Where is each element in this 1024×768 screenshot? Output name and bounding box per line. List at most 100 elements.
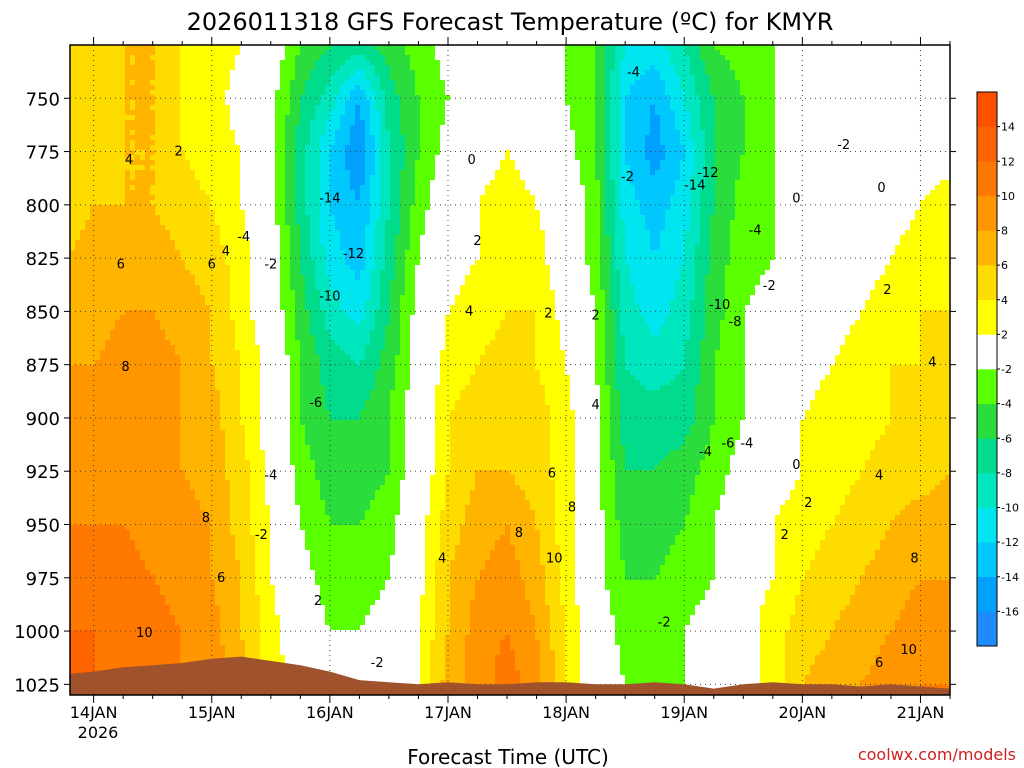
temperature-cell — [380, 365, 396, 371]
temperature-cell — [310, 235, 321, 241]
temperature-cell — [465, 385, 546, 391]
temperature-cell — [560, 590, 576, 596]
temperature-cell — [125, 90, 151, 96]
temperature-cell — [70, 600, 166, 606]
temperature-cell — [700, 200, 716, 206]
temperature-cell — [255, 320, 286, 326]
temperature-cell — [380, 110, 386, 116]
temperature-cell — [775, 100, 950, 106]
temperature-cell — [435, 600, 451, 606]
temperature-cell — [265, 490, 296, 496]
temperature-cell — [740, 160, 776, 166]
temperature-cell — [385, 95, 401, 101]
temperature-cell — [715, 370, 746, 376]
temperature-cell — [205, 300, 231, 306]
temperature-cell — [660, 325, 691, 331]
temperature-cell — [180, 50, 241, 56]
temperature-cell — [355, 105, 361, 111]
temperature-cell — [300, 270, 316, 276]
temperature-cell — [70, 430, 181, 436]
temperature-cell — [920, 200, 950, 206]
temperature-cell — [220, 230, 246, 236]
temperature-cell — [325, 125, 341, 131]
temperature-cell — [695, 245, 711, 251]
temperature-cell — [400, 335, 411, 341]
temperature-cell — [260, 605, 276, 611]
temperature-cell — [70, 405, 181, 411]
temperature-cell — [615, 365, 626, 371]
temperature-cell — [620, 135, 626, 141]
temperature-cell — [665, 225, 691, 231]
temperature-cell — [600, 265, 611, 271]
temperature-cell — [850, 600, 906, 606]
temperature-cell — [465, 665, 496, 671]
temperature-cell — [150, 105, 181, 111]
temperature-cell — [300, 340, 316, 346]
temperature-cell — [450, 630, 471, 636]
temperature-cell — [295, 205, 306, 211]
temperature-cell — [230, 485, 251, 491]
temperature-cell — [390, 440, 406, 446]
temperature-cell — [135, 130, 156, 136]
contour-label: -2 — [255, 528, 268, 543]
temperature-cell — [835, 625, 896, 631]
temperature-cell — [895, 625, 950, 631]
temperature-cell — [405, 280, 416, 286]
temperature-cell — [610, 425, 621, 431]
temperature-cell — [300, 400, 326, 406]
temperature-cell — [680, 265, 696, 271]
temperature-cell — [305, 295, 321, 301]
temperature-cell — [540, 535, 556, 541]
temperature-cell — [70, 630, 96, 636]
temperature-cell — [135, 155, 141, 161]
temperature-cell — [395, 550, 426, 556]
temperature-cell — [720, 330, 746, 336]
temperature-cell — [415, 300, 456, 306]
temperature-cell — [690, 110, 701, 116]
temperature-cell — [70, 320, 116, 326]
temperature-cell — [125, 190, 151, 196]
temperature-cell — [295, 175, 306, 181]
temperature-cell — [180, 370, 216, 376]
temperature-cell — [465, 660, 496, 666]
temperature-cell — [775, 550, 816, 556]
temperature-cell — [835, 620, 896, 626]
temperature-cell — [340, 90, 351, 96]
temperature-cell — [330, 110, 346, 116]
temperature-cell — [130, 105, 136, 111]
temperature-cell — [320, 190, 331, 196]
temperature-cell — [330, 155, 346, 161]
temperature-cell — [295, 180, 306, 186]
temperature-cell — [70, 505, 201, 511]
temperature-cell — [295, 305, 306, 311]
temperature-cell — [620, 140, 626, 146]
temperature-cell — [175, 345, 211, 351]
temperature-cell — [530, 505, 556, 511]
temperature-cell — [535, 625, 551, 631]
temperature-cell — [700, 600, 766, 606]
temperature-cell — [685, 625, 761, 631]
temperature-cell — [855, 480, 941, 486]
temperature-cell — [865, 565, 950, 571]
temperature-cell — [585, 250, 601, 256]
colorbar-swatch — [977, 507, 997, 543]
temperature-cell — [695, 265, 711, 271]
temperature-cell — [110, 330, 166, 336]
temperature-cell — [575, 535, 606, 541]
temperature-cell — [280, 640, 421, 646]
temperature-cell — [800, 450, 871, 456]
temperature-cell — [620, 210, 641, 216]
temperature-cell — [610, 275, 621, 281]
temperature-cell — [675, 65, 691, 71]
temperature-cell — [375, 65, 391, 71]
temperature-cell — [240, 585, 256, 591]
temperature-cell — [435, 175, 496, 181]
temperature-cell — [615, 335, 626, 341]
temperature-cell — [285, 160, 296, 166]
temperature-cell — [370, 390, 391, 396]
temperature-cell — [240, 380, 261, 386]
contour-label: 6 — [548, 466, 556, 481]
temperature-cell — [555, 485, 576, 491]
temperature-cell — [70, 175, 126, 181]
temperature-cell — [710, 240, 731, 246]
